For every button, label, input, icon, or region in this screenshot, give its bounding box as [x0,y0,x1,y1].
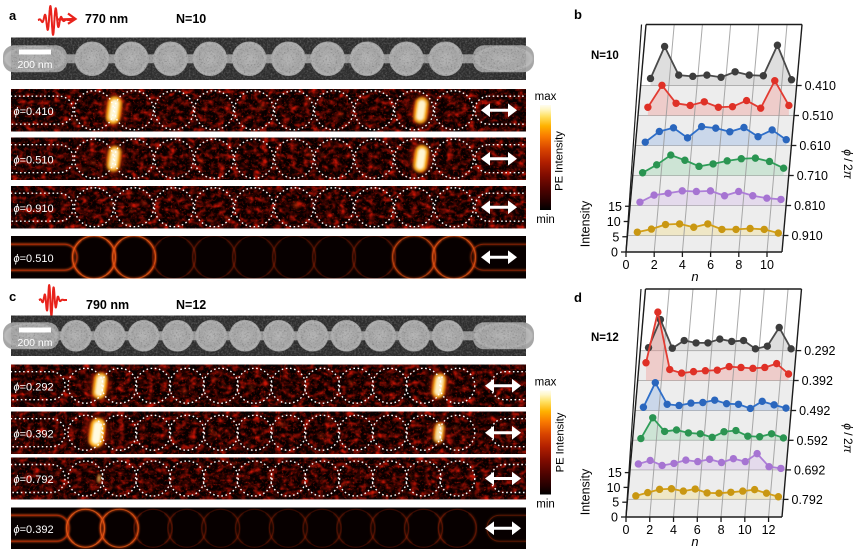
svg-text:4: 4 [679,258,686,272]
svg-text:5: 5 [612,496,619,510]
svg-text:200 nm: 200 nm [18,337,53,349]
svg-text:10: 10 [607,481,621,495]
svg-text:PE Intensity: PE Intensity [555,412,567,472]
svg-text:min: min [536,499,555,511]
svg-text:8: 8 [735,258,742,272]
svg-text:10: 10 [760,258,774,272]
svg-text:0.392: 0.392 [802,374,833,388]
svg-text:2: 2 [646,523,653,537]
svg-text:790 nm: 790 nm [86,298,129,312]
svg-text:10: 10 [607,215,621,229]
svg-text:0.592: 0.592 [797,434,828,448]
svg-text:0.810: 0.810 [794,199,825,213]
svg-text:ϕ=0.410: ϕ=0.410 [14,106,54,118]
svg-text:0.710: 0.710 [797,169,828,183]
svg-text:4: 4 [670,523,677,537]
svg-text:ϕ / 2π: ϕ / 2π [841,423,855,454]
svg-text:770 nm: 770 nm [85,12,128,26]
svg-text:ϕ=0.392: ϕ=0.392 [14,428,54,440]
svg-text:10: 10 [738,523,752,537]
svg-text:ϕ=0.792: ϕ=0.792 [14,474,54,486]
svg-text:min: min [536,214,555,226]
svg-text:N=12: N=12 [591,332,619,344]
svg-text:ϕ=0.510: ϕ=0.510 [14,154,54,166]
svg-text:0.510: 0.510 [802,109,833,123]
svg-text:ϕ=0.910: ϕ=0.910 [14,203,54,215]
svg-text:12: 12 [762,523,776,537]
svg-text:Intensity: Intensity [579,468,593,515]
svg-text:n: n [691,534,698,549]
svg-text:8: 8 [718,523,725,537]
svg-text:PE Intensity: PE Intensity [554,131,566,191]
svg-text:0: 0 [623,258,630,272]
svg-text:N=10: N=10 [591,50,619,62]
svg-text:5: 5 [612,230,619,244]
svg-text:0: 0 [611,511,618,525]
svg-text:0: 0 [611,246,618,260]
svg-text:ϕ=0.392: ϕ=0.392 [14,524,54,536]
svg-text:0.692: 0.692 [794,463,825,477]
svg-text:max: max [535,377,557,389]
svg-text:ϕ=0.510: ϕ=0.510 [14,253,54,265]
svg-text:n: n [691,269,698,284]
svg-text:6: 6 [707,258,714,272]
svg-text:ϕ / 2π: ϕ / 2π [841,149,855,180]
svg-text:ϕ=0.292: ϕ=0.292 [14,381,54,393]
svg-text:0.292: 0.292 [804,344,835,358]
svg-text:max: max [535,91,557,103]
svg-text:0.792: 0.792 [792,493,823,507]
svg-text:b: b [574,7,582,22]
svg-text:0.492: 0.492 [799,404,830,418]
svg-text:d: d [574,290,582,305]
svg-text:0: 0 [623,523,630,537]
svg-text:15: 15 [608,466,622,480]
svg-text:6: 6 [694,523,701,537]
svg-text:c: c [9,289,16,304]
svg-text:0.610: 0.610 [799,139,830,153]
svg-text:2: 2 [651,258,658,272]
svg-text:0.410: 0.410 [805,79,836,93]
svg-text:15: 15 [608,200,622,214]
svg-text:N=10: N=10 [176,12,206,26]
svg-text:a: a [9,8,17,23]
svg-text:Intensity: Intensity [579,200,593,247]
svg-text:200 nm: 200 nm [18,59,53,71]
svg-text:N=12: N=12 [176,298,206,312]
svg-text:0.910: 0.910 [791,229,822,243]
